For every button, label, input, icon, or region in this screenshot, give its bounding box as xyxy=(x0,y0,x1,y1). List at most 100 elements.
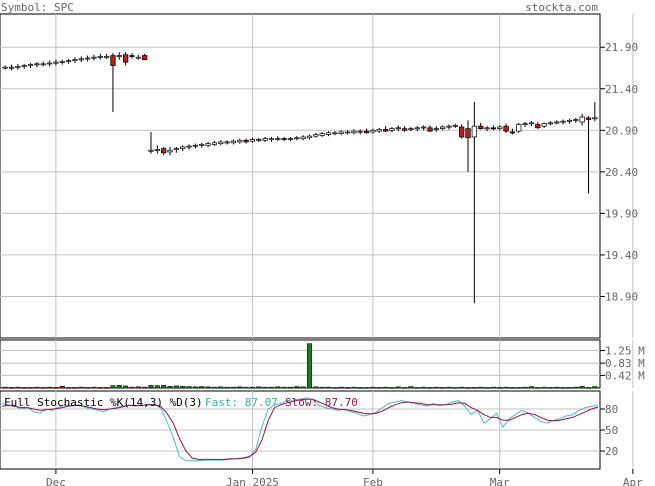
candle-body xyxy=(579,116,585,123)
candle xyxy=(205,141,211,147)
candle xyxy=(15,63,21,70)
candle-body xyxy=(516,124,522,132)
stochastic-slow-line xyxy=(1,398,599,460)
volume-axis: 1.25 M0.83 M0.42 M xyxy=(600,345,645,382)
candle xyxy=(516,122,522,133)
candle-body xyxy=(465,128,471,139)
price-tick-label: 18.90 xyxy=(605,290,638,303)
volume-bar xyxy=(376,387,382,389)
candle-body xyxy=(351,130,357,134)
volume-bar xyxy=(275,386,281,389)
volume-bar xyxy=(547,387,553,389)
stochastic-panel: 80 50 20 Full Stochastic %K(14,3) %D(3) Fa… xyxy=(0,390,634,470)
candle-body xyxy=(503,125,509,132)
volume-bar xyxy=(345,387,351,389)
candle-body xyxy=(243,139,249,143)
volume-bar xyxy=(256,386,262,389)
candle-body xyxy=(186,145,192,148)
candle-body xyxy=(497,126,503,129)
volume-bar xyxy=(592,386,598,389)
stochastic-tick-label: 20 xyxy=(605,445,618,458)
candle xyxy=(401,126,408,132)
volume-bar xyxy=(579,385,585,389)
candle-body xyxy=(110,55,116,66)
price-candles xyxy=(2,52,598,304)
volume-bar xyxy=(78,386,84,389)
candle xyxy=(21,63,27,69)
candle xyxy=(78,56,84,63)
volume-bar xyxy=(535,387,541,389)
volume-bar xyxy=(85,387,91,389)
candle-body xyxy=(129,55,135,57)
candle xyxy=(465,120,471,172)
volume-bar xyxy=(490,386,496,389)
candle-body xyxy=(72,59,78,62)
volume-bar xyxy=(72,387,78,389)
candle xyxy=(268,136,275,142)
volume-bar xyxy=(268,386,275,389)
candle xyxy=(421,125,427,131)
price-tick-label: 21.40 xyxy=(605,83,638,96)
volume-bar xyxy=(224,386,230,389)
candle xyxy=(84,55,91,62)
volume-bar xyxy=(319,386,325,389)
candle-body xyxy=(167,149,173,153)
candle-body xyxy=(218,141,224,144)
candle-body xyxy=(256,139,262,141)
volume-bars xyxy=(2,343,598,389)
volume-bar xyxy=(364,387,370,389)
volume-bar xyxy=(351,386,357,389)
candle xyxy=(363,128,370,134)
candle-body xyxy=(344,131,351,134)
candle xyxy=(103,53,110,59)
volume-bar xyxy=(459,386,465,389)
volume-bar xyxy=(173,385,179,389)
volume-bar xyxy=(408,386,414,389)
volume-bar xyxy=(313,386,319,389)
candle xyxy=(503,123,509,133)
candle-body xyxy=(313,134,319,137)
candle-body xyxy=(357,130,363,133)
stochastic-tick-label: 80 xyxy=(605,403,618,416)
candle xyxy=(459,124,465,139)
volume-tick-label: 1.25 M xyxy=(605,345,645,358)
date-tick-label: Feb xyxy=(363,476,383,486)
candle xyxy=(8,64,15,71)
candle-body xyxy=(484,127,490,130)
volume-bar xyxy=(357,387,363,389)
candle xyxy=(585,116,592,194)
candle xyxy=(294,136,300,141)
volume-panel: 1.25 M0.83 M0.42 M xyxy=(0,339,645,389)
candle xyxy=(34,62,40,68)
candle-body xyxy=(338,131,344,134)
candle-body xyxy=(446,125,452,128)
candle-body xyxy=(27,64,34,67)
date-tick-label: Apr xyxy=(623,476,643,486)
candle xyxy=(554,120,560,125)
candle xyxy=(27,63,34,68)
candle xyxy=(313,132,319,138)
candle-body xyxy=(528,122,535,125)
volume-bar xyxy=(509,387,515,389)
candle-body xyxy=(40,63,46,66)
candle-body xyxy=(21,65,27,67)
volume-bar xyxy=(237,386,243,389)
volume-bar xyxy=(104,387,110,389)
volume-bar xyxy=(47,386,53,389)
volume-bar xyxy=(53,387,59,389)
candle xyxy=(186,144,192,150)
stochastic-tick-label: 50 xyxy=(605,424,618,437)
candle-body xyxy=(180,146,186,149)
date-tick-label: Jan 2025 xyxy=(226,476,279,486)
candle-body xyxy=(262,138,268,141)
candle-body xyxy=(116,55,122,57)
volume-bar xyxy=(123,385,129,389)
candle-body xyxy=(287,138,294,140)
volume-bar xyxy=(135,386,141,389)
candle xyxy=(592,102,598,122)
candle xyxy=(395,125,401,132)
candle-body xyxy=(154,149,160,151)
candle xyxy=(287,136,294,142)
candle-body xyxy=(414,127,420,130)
